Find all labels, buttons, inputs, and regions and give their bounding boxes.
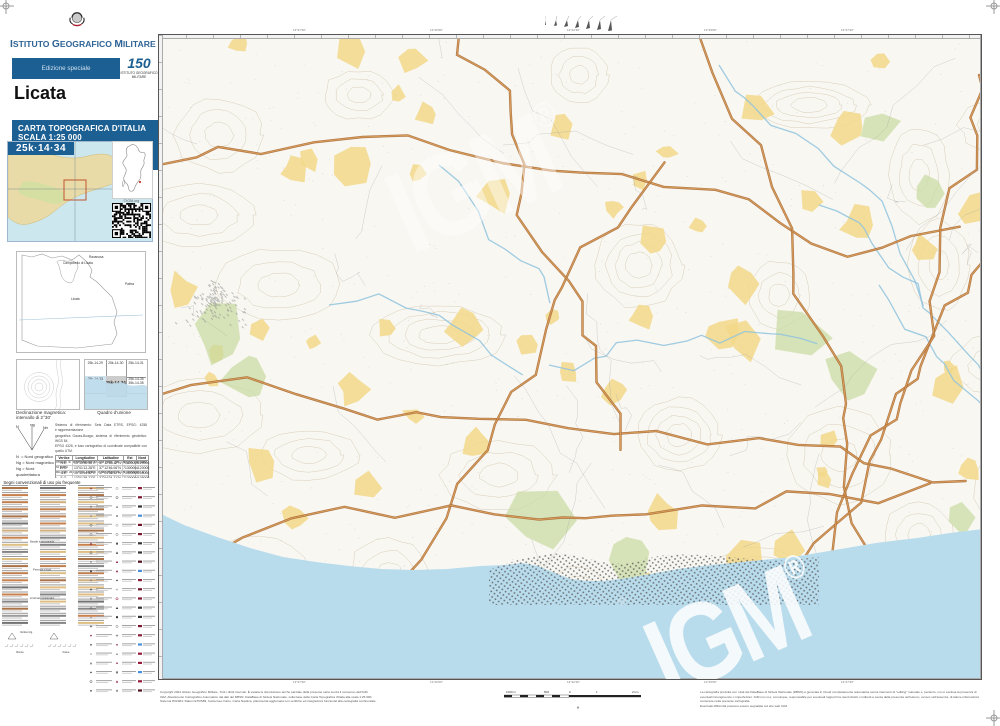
svg-text:Licata: Licata: [71, 297, 80, 301]
svg-text:500: 500: [544, 690, 549, 694]
svg-text:Frane: Frane: [63, 650, 70, 654]
svg-text:1000 m: 1000 m: [506, 690, 517, 694]
svg-text:Ng: Ng: [30, 424, 35, 427]
svg-text:2 km: 2 km: [632, 690, 639, 694]
svg-text:Ravanusa: Ravanusa: [89, 255, 104, 259]
svg-text:Ferrovie e funi: Ferrovie e funi: [33, 568, 51, 572]
svg-text:Nm: Nm: [43, 426, 48, 430]
svg-text:Strade e autostrade: Strade e autostrade: [30, 539, 55, 543]
svg-text:Campobello di Licata: Campobello di Licata: [63, 261, 93, 265]
svg-text:Limiti amministrativi: Limiti amministrativi: [30, 596, 55, 600]
svg-text:Segni convenzionali di uso piu: Segni convenzionali di uso piu frequente: [3, 480, 81, 485]
svg-text:Palma: Palma: [125, 282, 134, 286]
svg-text:1: 1: [596, 690, 598, 694]
svg-text:Vertice trig.: Vertice trig.: [20, 630, 33, 634]
svg-text:0: 0: [569, 690, 571, 694]
svg-text:Rocce: Rocce: [16, 650, 24, 654]
svg-text:N: N: [16, 425, 19, 429]
